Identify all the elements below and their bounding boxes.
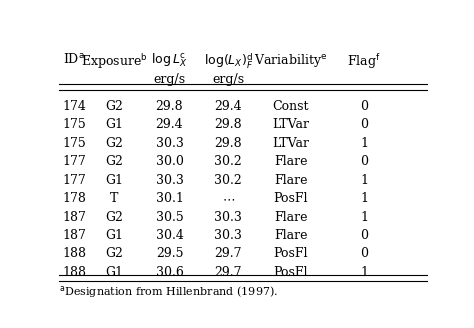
Text: 30.3: 30.3 xyxy=(214,211,242,224)
Text: 1: 1 xyxy=(360,174,368,187)
Text: 29.5: 29.5 xyxy=(155,247,183,260)
Text: Flare: Flare xyxy=(274,155,308,168)
Text: G1: G1 xyxy=(105,174,123,187)
Text: erg/s: erg/s xyxy=(212,73,244,87)
Text: LTVar: LTVar xyxy=(272,118,309,132)
Text: erg/s: erg/s xyxy=(154,73,185,87)
Text: $\log L_X^{\rm c}$: $\log L_X^{\rm c}$ xyxy=(151,52,188,70)
Text: Exposure$^{\rm b}$: Exposure$^{\rm b}$ xyxy=(81,52,148,71)
Text: 188: 188 xyxy=(63,266,87,279)
Text: 30.3: 30.3 xyxy=(214,229,242,242)
Text: 0: 0 xyxy=(360,100,368,113)
Text: PosFl: PosFl xyxy=(273,192,308,205)
Text: 30.2: 30.2 xyxy=(214,155,242,168)
Text: 30.3: 30.3 xyxy=(155,174,183,187)
Text: $\cdots$: $\cdots$ xyxy=(222,192,235,205)
Text: G2: G2 xyxy=(105,247,123,260)
Text: 30.5: 30.5 xyxy=(155,211,183,224)
Text: Variability$^{\rm e}$: Variability$^{\rm e}$ xyxy=(254,52,327,69)
Text: 29.4: 29.4 xyxy=(214,100,242,113)
Text: Flare: Flare xyxy=(274,229,308,242)
Text: 30.3: 30.3 xyxy=(155,137,183,150)
Text: 1: 1 xyxy=(360,137,368,150)
Text: 30.4: 30.4 xyxy=(155,229,183,242)
Text: 29.8: 29.8 xyxy=(155,100,183,113)
Text: 1: 1 xyxy=(360,211,368,224)
Text: $^{\rm a}$Designation from Hillenbrand (1997).: $^{\rm a}$Designation from Hillenbrand (… xyxy=(59,284,278,300)
Text: 29.7: 29.7 xyxy=(214,247,242,260)
Text: Const: Const xyxy=(273,100,309,113)
Text: 0: 0 xyxy=(360,229,368,242)
Text: PosFl: PosFl xyxy=(273,247,308,260)
Text: LTVar: LTVar xyxy=(272,137,309,150)
Text: 29.8: 29.8 xyxy=(214,137,242,150)
Text: PosFl: PosFl xyxy=(273,266,308,279)
Text: 30.6: 30.6 xyxy=(155,266,183,279)
Text: 175: 175 xyxy=(63,137,87,150)
Text: 0: 0 xyxy=(360,118,368,132)
Text: 30.0: 30.0 xyxy=(155,155,183,168)
Text: 29.8: 29.8 xyxy=(214,118,242,132)
Text: 0: 0 xyxy=(360,247,368,260)
Text: 29.7: 29.7 xyxy=(214,266,242,279)
Text: Flare: Flare xyxy=(274,211,308,224)
Text: 177: 177 xyxy=(63,174,87,187)
Text: T: T xyxy=(110,192,118,205)
Text: 187: 187 xyxy=(63,229,87,242)
Text: 1: 1 xyxy=(360,192,368,205)
Text: 30.1: 30.1 xyxy=(155,192,183,205)
Text: $\log(L_X)_F^{\rm d}$: $\log(L_X)_F^{\rm d}$ xyxy=(203,52,253,72)
Text: G1: G1 xyxy=(105,118,123,132)
Text: 1: 1 xyxy=(360,266,368,279)
Text: G2: G2 xyxy=(105,211,123,224)
Text: 0: 0 xyxy=(360,155,368,168)
Text: 187: 187 xyxy=(63,211,87,224)
Text: 188: 188 xyxy=(63,247,87,260)
Text: 30.2: 30.2 xyxy=(214,174,242,187)
Text: G2: G2 xyxy=(105,137,123,150)
Text: G1: G1 xyxy=(105,229,123,242)
Text: Flag$^{\rm f}$: Flag$^{\rm f}$ xyxy=(347,52,381,71)
Text: G2: G2 xyxy=(105,100,123,113)
Text: 177: 177 xyxy=(63,155,87,168)
Text: G1: G1 xyxy=(105,266,123,279)
Text: 174: 174 xyxy=(63,100,87,113)
Text: 175: 175 xyxy=(63,118,87,132)
Text: 29.4: 29.4 xyxy=(155,118,183,132)
Text: G2: G2 xyxy=(105,155,123,168)
Text: Flare: Flare xyxy=(274,174,308,187)
Text: ID$^{\rm a}$: ID$^{\rm a}$ xyxy=(63,52,84,66)
Text: 178: 178 xyxy=(63,192,87,205)
